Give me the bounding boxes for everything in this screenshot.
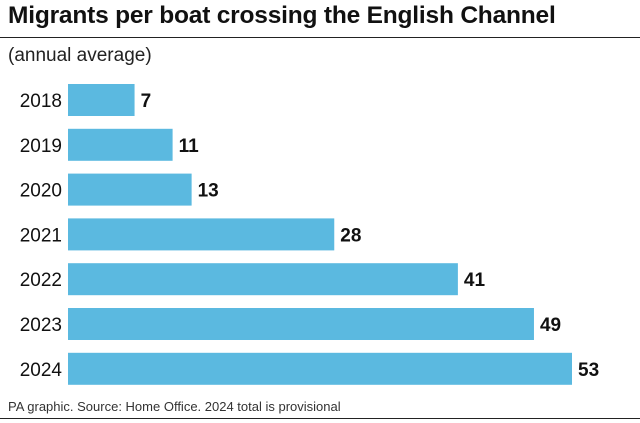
bar-2021 bbox=[68, 218, 335, 251]
category-label-2020: 2020 bbox=[20, 181, 62, 202]
category-label-2024: 2024 bbox=[20, 360, 63, 381]
footer-divider bbox=[0, 418, 640, 419]
category-label-2019: 2019 bbox=[20, 136, 62, 157]
title-divider bbox=[0, 37, 640, 38]
category-label-2022: 2022 bbox=[20, 270, 62, 291]
value-label-2024: 53 bbox=[578, 360, 599, 381]
bar-2019 bbox=[68, 128, 173, 161]
chart-title: Migrants per boat crossing the English C… bbox=[8, 2, 556, 29]
value-label-2018: 7 bbox=[141, 91, 152, 112]
bar-2020 bbox=[68, 173, 192, 206]
value-label-2023: 49 bbox=[540, 315, 561, 336]
category-label-2023: 2023 bbox=[20, 315, 62, 336]
bar-2023 bbox=[68, 308, 534, 340]
bar-2024 bbox=[68, 352, 572, 385]
category-label-2018: 2018 bbox=[20, 91, 62, 112]
source-note: PA graphic. Source: Home Office. 2024 to… bbox=[8, 399, 341, 414]
bar-2022 bbox=[68, 263, 458, 296]
value-label-2022: 41 bbox=[464, 270, 486, 291]
category-label-2021: 2021 bbox=[20, 225, 62, 246]
chart-subtitle: (annual average) bbox=[8, 45, 152, 66]
bar-2018 bbox=[68, 84, 135, 116]
value-label-2019: 11 bbox=[179, 136, 200, 157]
value-label-2020: 13 bbox=[198, 181, 219, 202]
value-label-2021: 28 bbox=[340, 225, 361, 246]
